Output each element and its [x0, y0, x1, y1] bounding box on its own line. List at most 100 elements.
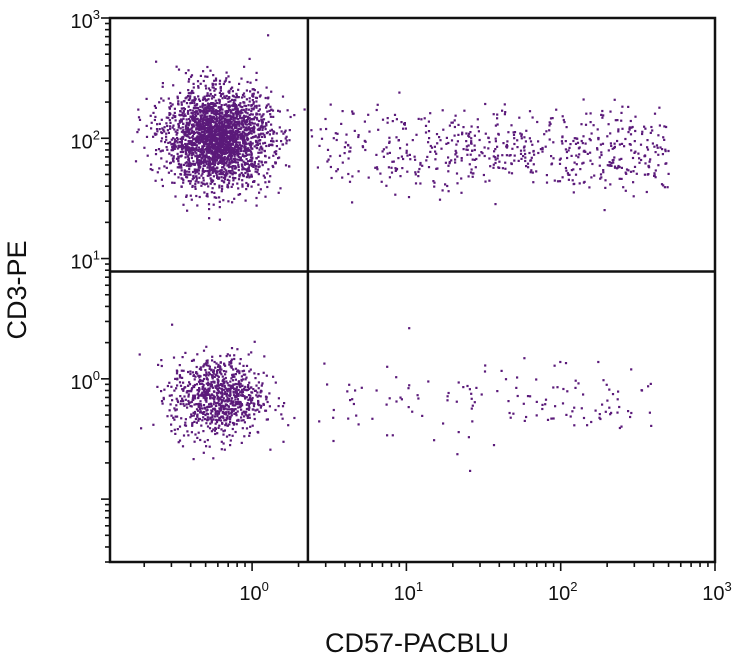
event-point: [220, 93, 223, 96]
event-point: [269, 129, 272, 132]
event-point: [535, 414, 538, 417]
event-point: [243, 104, 246, 107]
event-point: [256, 430, 259, 434]
event-point: [268, 133, 271, 136]
event-point: [213, 104, 216, 107]
event-point: [503, 103, 506, 106]
event-point: [245, 376, 248, 379]
event-point: [197, 172, 200, 175]
event-point: [238, 391, 242, 394]
event-point: [193, 119, 197, 122]
event-point: [250, 104, 253, 107]
event-point: [497, 166, 500, 169]
event-point: [653, 172, 656, 175]
event-point: [178, 141, 181, 144]
event-point: [156, 130, 159, 133]
event-point: [184, 72, 187, 75]
event-point: [191, 117, 194, 120]
event-point: [353, 129, 356, 132]
event-point: [234, 133, 237, 136]
event-point: [364, 140, 367, 143]
event-point: [223, 429, 226, 432]
event-point: [223, 385, 226, 388]
event-point: [196, 415, 199, 418]
event-point: [197, 95, 200, 98]
event-point: [285, 142, 288, 145]
event-point: [264, 96, 267, 100]
event-point: [243, 136, 246, 139]
event-point: [214, 386, 217, 389]
event-point: [174, 115, 177, 119]
event-point: [214, 138, 217, 141]
event-point: [202, 164, 205, 167]
event-point: [171, 146, 174, 149]
event-point: [515, 386, 518, 389]
event-point: [195, 104, 198, 107]
event-point: [210, 151, 214, 154]
event-point: [411, 139, 414, 142]
event-point: [238, 104, 241, 107]
event-point: [293, 416, 296, 420]
event-point: [204, 115, 207, 118]
event-point: [197, 146, 200, 149]
event-point: [182, 110, 185, 113]
event-point: [211, 153, 214, 156]
event-point: [582, 98, 585, 101]
event-point: [209, 156, 212, 159]
event-point: [204, 413, 207, 417]
event-point: [205, 422, 208, 425]
event-point: [219, 112, 222, 115]
event-point: [261, 122, 264, 125]
event-point: [177, 144, 180, 147]
event-point: [212, 160, 215, 164]
event-point: [227, 158, 230, 161]
event-point: [284, 137, 287, 140]
event-point: [250, 160, 253, 163]
event-point: [160, 131, 163, 134]
event-point: [209, 140, 212, 143]
event-point: [190, 414, 193, 417]
event-point: [219, 106, 222, 109]
event-point: [176, 152, 179, 155]
event-point: [239, 105, 242, 108]
event-point: [223, 134, 227, 137]
event-point: [234, 167, 237, 170]
event-point: [580, 123, 583, 126]
event-point: [177, 126, 180, 129]
event-point: [192, 411, 195, 414]
event-point: [223, 174, 226, 177]
event-point: [213, 147, 216, 150]
event-point: [397, 139, 400, 142]
event-point: [186, 176, 189, 179]
event-point: [513, 159, 516, 162]
event-point: [394, 167, 397, 170]
y-tick-label: 103: [71, 7, 100, 33]
event-point: [506, 140, 509, 143]
event-point: [248, 117, 251, 120]
event-point: [182, 388, 185, 391]
event-point: [513, 131, 517, 134]
event-point: [227, 144, 230, 147]
event-point: [229, 408, 232, 411]
event-point: [220, 104, 223, 107]
event-point: [208, 94, 211, 97]
event-point: [215, 404, 218, 407]
event-point: [574, 379, 577, 382]
event-point: [494, 137, 497, 140]
event-point: [434, 150, 437, 153]
event-point: [222, 416, 225, 419]
event-point: [213, 191, 216, 194]
event-point: [205, 182, 209, 185]
event-point: [590, 420, 593, 424]
event-point: [188, 160, 191, 163]
event-point: [202, 404, 206, 407]
event-point: [192, 143, 195, 146]
event-point: [235, 143, 238, 146]
event-point: [179, 110, 182, 113]
event-point: [193, 116, 197, 119]
event-point: [244, 104, 248, 108]
event-point: [182, 179, 185, 182]
event-point: [222, 406, 225, 409]
event-point: [433, 439, 436, 442]
event-point: [180, 103, 183, 106]
